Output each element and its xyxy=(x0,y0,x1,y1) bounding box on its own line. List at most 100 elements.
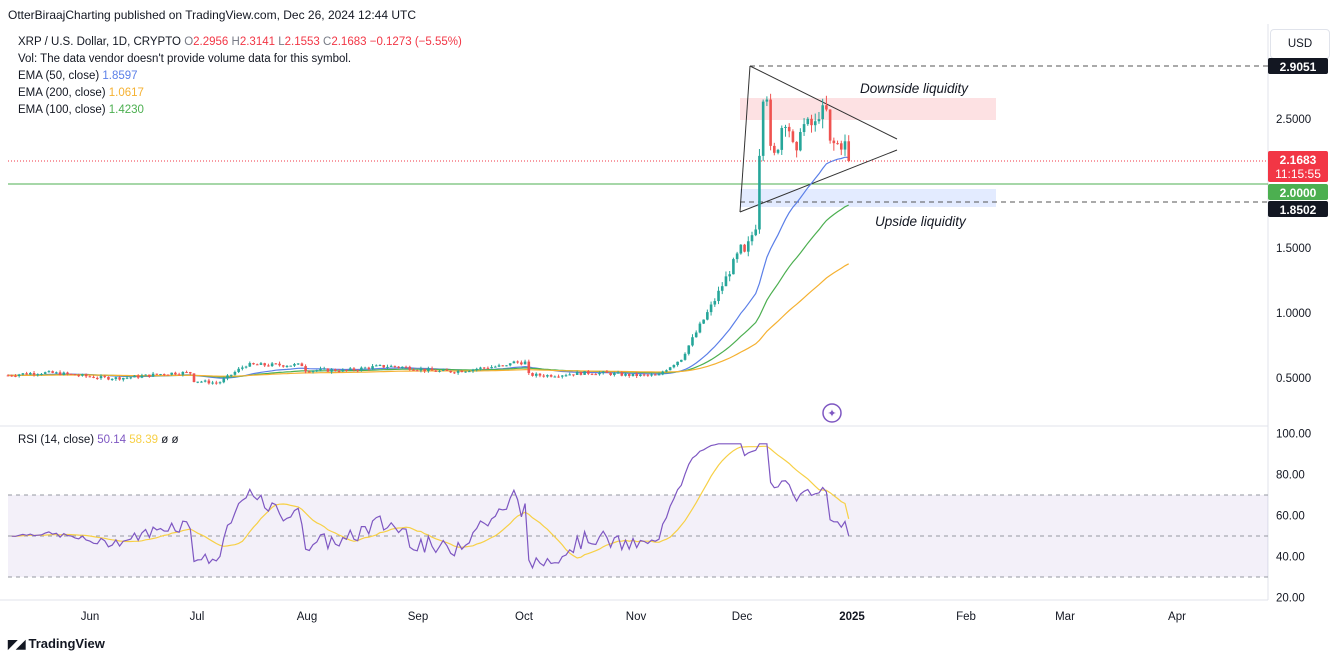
candle-body xyxy=(441,369,445,371)
candle-body xyxy=(843,141,847,150)
candle-body xyxy=(203,380,207,382)
candle-body xyxy=(806,118,810,125)
candle-body xyxy=(32,373,36,375)
ema100-label: EMA (100, close) xyxy=(18,104,106,116)
candle-body xyxy=(229,374,233,376)
time-tick: Apr xyxy=(1168,611,1186,623)
candle-body xyxy=(471,369,475,372)
candle-body xyxy=(311,370,315,372)
candle-body xyxy=(211,382,214,384)
upside-liquidity-label: Upside liquidity xyxy=(875,214,967,229)
candle-body xyxy=(330,369,333,372)
candle-body xyxy=(241,367,244,369)
time-tick: Dec xyxy=(732,611,753,623)
candle-body xyxy=(501,365,505,367)
candle-body xyxy=(627,373,631,376)
candle-body xyxy=(549,375,553,377)
candle-body xyxy=(404,366,408,368)
candle-body xyxy=(527,361,531,374)
candle-body xyxy=(616,372,620,374)
candle-body xyxy=(170,372,173,375)
publisher-header: OtterBiraajCharting published on Trading… xyxy=(8,8,417,22)
low-badge xyxy=(1268,201,1328,217)
candle-body xyxy=(55,372,58,374)
candle-body xyxy=(445,369,449,371)
candle-body xyxy=(218,382,222,384)
symbol-name[interactable]: XRP / U.S. Dollar, 1D, CRYPTO xyxy=(18,36,181,48)
currency-button[interactable]: USD xyxy=(1270,29,1330,59)
legend-ema50[interactable]: EMA (50, close) 1.8597 xyxy=(18,68,462,85)
candle-body xyxy=(270,363,274,367)
candle-body xyxy=(560,375,564,377)
rsi-legend[interactable]: RSI (14, close) 50.14 58.39 ø ø xyxy=(18,434,179,446)
candle-body xyxy=(598,372,601,375)
candle-body xyxy=(304,366,307,372)
candle-body xyxy=(296,363,300,365)
candle-body xyxy=(720,286,724,291)
rsi-ma-line xyxy=(11,445,850,559)
candle-body xyxy=(162,374,166,376)
candle-body xyxy=(665,370,668,372)
candle-body xyxy=(356,370,359,372)
candle-body xyxy=(728,274,731,277)
candle-body xyxy=(103,376,107,378)
triangle-upper-line xyxy=(749,65,898,140)
price-tick: 1.5000 xyxy=(1276,243,1311,255)
triangle-lower-line xyxy=(739,149,898,213)
candle-body xyxy=(776,149,780,153)
high-badge-text: 2.9051 xyxy=(1280,60,1317,74)
candle-body xyxy=(47,371,51,373)
rsi-band xyxy=(8,495,1268,577)
candle-body xyxy=(430,368,434,371)
candle-body xyxy=(371,366,374,369)
candle-body xyxy=(467,371,471,373)
candle-body xyxy=(795,141,798,151)
candle-body xyxy=(624,373,627,376)
rsi-tick: 60.00 xyxy=(1276,511,1305,523)
candle-body xyxy=(40,373,43,375)
candle-body xyxy=(475,368,479,370)
candle-body xyxy=(159,374,162,376)
time-tick: Sep xyxy=(408,611,428,623)
low-value: 2.1553 xyxy=(284,36,320,48)
legend-ema200[interactable]: EMA (200, close) 1.0617 xyxy=(18,85,462,102)
ema200-label: EMA (200, close) xyxy=(18,87,106,99)
candle-body xyxy=(114,377,118,379)
candle-body xyxy=(542,375,545,377)
open-label: O xyxy=(184,36,194,48)
candle-body xyxy=(538,373,542,376)
candle-body xyxy=(155,373,159,375)
legend-symbol-row: XRP / U.S. Dollar, 1D, CRYPTO O2.2956 H2… xyxy=(18,34,462,51)
candle-body xyxy=(144,374,147,376)
candle-body xyxy=(29,373,32,375)
support-badge-text: 2.0000 xyxy=(1280,186,1317,200)
candle-body xyxy=(36,374,40,376)
candle-body xyxy=(382,365,386,368)
candle-body xyxy=(594,374,598,376)
candle-body xyxy=(374,365,378,367)
candle-body xyxy=(490,367,493,369)
time-tick: Jun xyxy=(81,611,100,623)
tradingview-footer[interactable]: ◤◢ TradingView xyxy=(8,636,105,651)
candle-body xyxy=(378,365,382,367)
candle-body xyxy=(322,368,326,370)
candle-body xyxy=(192,373,196,383)
candle-body xyxy=(523,361,527,365)
legend-ema100[interactable]: EMA (100, close) 1.4230 xyxy=(18,102,462,119)
close-value: 2.1683 xyxy=(331,36,367,48)
candle-body xyxy=(233,371,237,375)
candle-body xyxy=(14,375,17,377)
candle-body xyxy=(438,370,441,372)
high-value: 2.3141 xyxy=(239,36,276,48)
candle-body xyxy=(791,131,795,142)
candle-body xyxy=(92,376,95,378)
rsi-line xyxy=(11,443,850,570)
candle-body xyxy=(694,332,698,338)
candle-body xyxy=(259,363,263,365)
candle-body xyxy=(360,367,363,371)
candle-body xyxy=(326,368,330,372)
candle-body xyxy=(274,363,278,365)
candle-body xyxy=(676,361,679,366)
triangle-left-line xyxy=(739,65,751,213)
